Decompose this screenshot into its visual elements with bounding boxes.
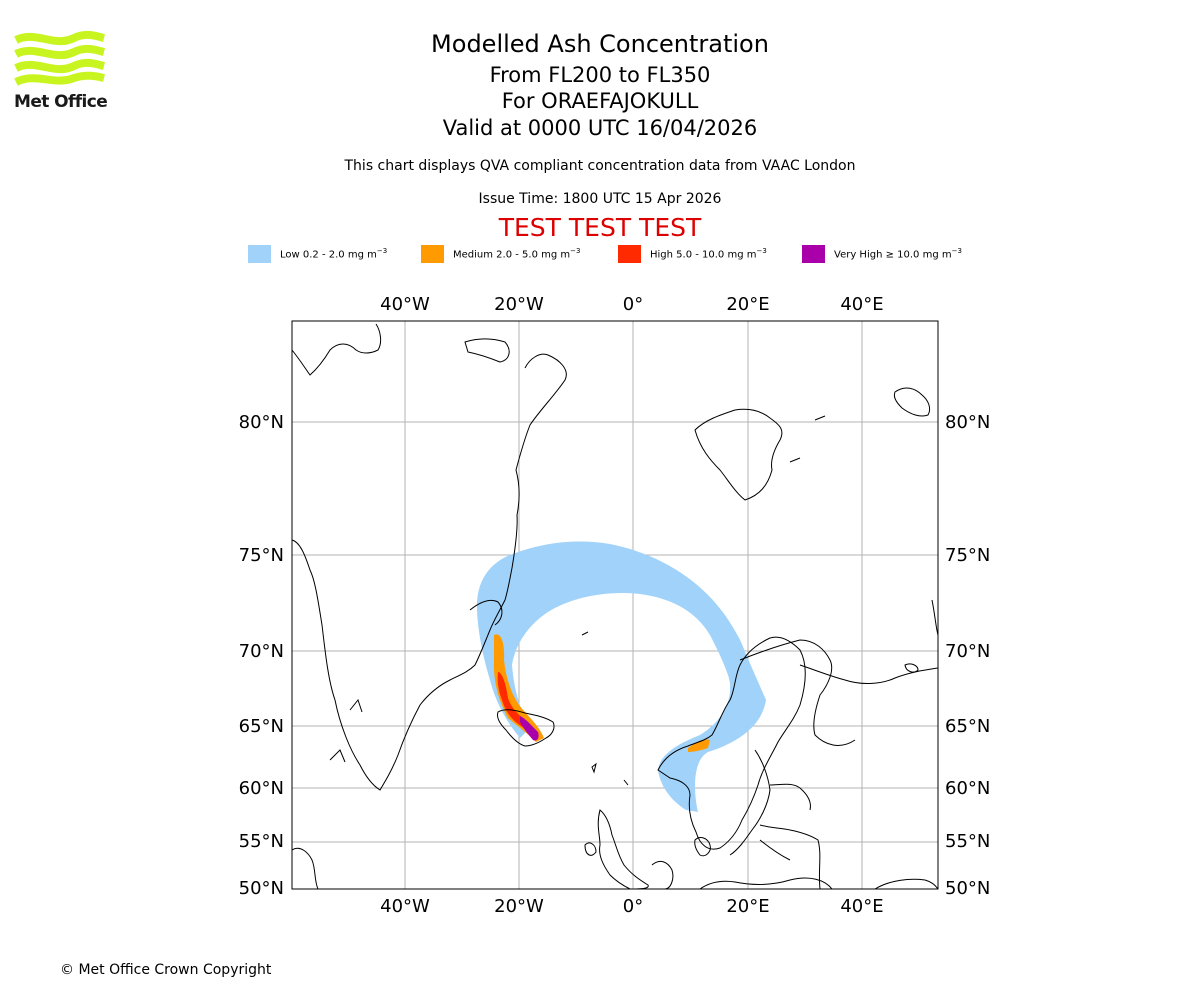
lat-label-right-4: 60°N	[945, 778, 990, 799]
map-gridlines	[292, 321, 938, 889]
lat-label-right-1: 75°N	[945, 545, 990, 566]
lat-label-right-6: 50°N	[945, 878, 990, 899]
lon-label-bottom-3: 20°E	[726, 896, 769, 917]
lat-label-left-3: 65°N	[239, 716, 284, 737]
legend-item-low: Low 0.2 - 2.0 mg m−3	[248, 243, 387, 265]
lat-label-left-2: 70°N	[239, 641, 284, 662]
lat-label-left-6: 50°N	[239, 878, 284, 899]
legend-swatch-medium	[421, 245, 444, 263]
ash-high-region	[497, 672, 528, 728]
lat-label-left-4: 60°N	[239, 778, 284, 799]
valid-time: Valid at 0000 UTC 16/04/2026	[442, 116, 758, 140]
legend-item-medium: Medium 2.0 - 5.0 mg m−3	[421, 243, 580, 265]
lon-label-bottom-0: 40°W	[380, 896, 430, 917]
map-frame	[292, 321, 938, 889]
lat-label-left-0: 80°N	[239, 412, 284, 433]
lon-label-top-4: 40°E	[840, 294, 883, 315]
lat-label-left-1: 75°N	[239, 545, 284, 566]
lon-label-bottom-2: 0°	[623, 896, 643, 917]
chart-description: This chart displays QVA compliant concen…	[344, 158, 856, 174]
met-office-logo-text: Met Office	[14, 92, 108, 112]
lon-label-top-1: 20°W	[494, 294, 544, 315]
legend-label-medium: Medium 2.0 - 5.0 mg m	[453, 249, 571, 261]
lon-label-bottom-1: 20°W	[494, 896, 544, 917]
lon-label-top-0: 40°W	[380, 294, 430, 315]
latitude-labels-left: 80°N 75°N 70°N 65°N 60°N 55°N 50°N	[239, 412, 284, 899]
longitude-labels-top: 40°W 20°W 0° 20°E 40°E	[380, 294, 883, 315]
latitude-labels-right: 80°N 75°N 70°N 65°N 60°N 55°N 50°N	[945, 412, 990, 899]
lat-label-left-5: 55°N	[239, 831, 284, 852]
lon-label-top-3: 20°E	[726, 294, 769, 315]
legend-label-high: High 5.0 - 10.0 mg m	[650, 249, 757, 261]
copyright-notice: © Met Office Crown Copyright	[60, 962, 272, 978]
lat-label-right-3: 65°N	[945, 716, 990, 737]
legend-item-very-high: Very High ≥ 10.0 mg m−3	[802, 243, 962, 265]
legend-swatch-low	[248, 245, 271, 263]
ash-map: 40°W 20°W 0° 20°E 40°E 40°W 20°W 0° 20°E…	[239, 294, 991, 917]
map-border	[291, 320, 939, 890]
ash-very-high-region	[520, 716, 539, 741]
lat-label-right-2: 70°N	[945, 641, 990, 662]
lat-label-right-5: 55°N	[945, 831, 990, 852]
chart-title: Modelled Ash Concentration	[431, 30, 769, 58]
ash-medium-norway	[688, 739, 710, 752]
lat-label-right-0: 80°N	[945, 412, 990, 433]
legend-label-very-high: Very High ≥ 10.0 mg m	[834, 249, 952, 261]
met-office-logo-waves	[14, 30, 106, 86]
legend-swatch-high	[618, 245, 641, 263]
concentration-legend: Low 0.2 - 2.0 mg m−3 Medium 2.0 - 5.0 mg…	[0, 243, 1200, 265]
flight-levels: From FL200 to FL350	[489, 63, 711, 87]
volcano-name: For ORAEFAJOKULL	[501, 89, 699, 113]
coastlines	[292, 323, 938, 889]
longitude-labels-bottom: 40°W 20°W 0° 20°E 40°E	[380, 896, 883, 917]
lon-label-bottom-4: 40°E	[840, 896, 883, 917]
legend-item-high: High 5.0 - 10.0 mg m−3	[618, 243, 767, 265]
test-banner: TEST TEST TEST	[498, 213, 702, 242]
lon-label-top-2: 0°	[623, 294, 643, 315]
legend-label-low: Low 0.2 - 2.0 mg m	[280, 249, 377, 261]
issue-time: Issue Time: 1800 UTC 15 Apr 2026	[478, 191, 722, 207]
legend-swatch-very-high	[802, 245, 825, 263]
